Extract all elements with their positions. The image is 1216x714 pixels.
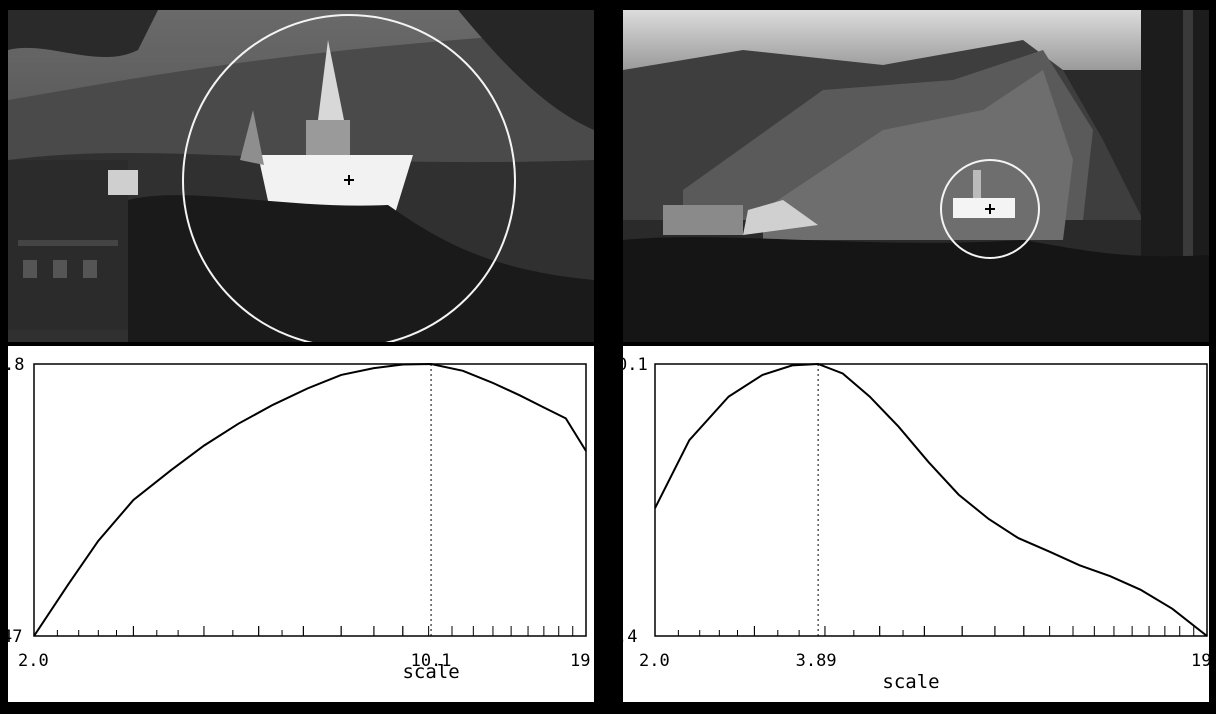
plot-frame (33, 363, 587, 637)
x-tick-label: 2.0 (639, 651, 670, 671)
right-scale-chart: 0.1 .42.0 3.89 19 scale (623, 355, 1209, 693)
y-max-label: .8 (8, 355, 24, 375)
x-tick-label: 3.89 (796, 651, 837, 671)
right-photo (623, 10, 1209, 342)
crosshair-icon (985, 204, 995, 214)
crosshair-icon (344, 175, 354, 185)
church-landscape-photo (8, 10, 594, 342)
left-scale-chart: .8 47 2.0 10.1 19. scale (8, 355, 594, 683)
series-line (654, 362, 1208, 637)
x-tick-label: 19. (570, 651, 594, 671)
plot-frame (654, 363, 1208, 637)
y-max-label: 0.1 (623, 355, 648, 375)
x-axis-label: scale (882, 671, 939, 693)
scale-circle (940, 159, 1040, 259)
y-min-label: 47 (8, 627, 22, 647)
left-photo (8, 10, 594, 342)
x-tick-label: 10.1 (411, 651, 452, 671)
right-chart-panel: 0.1 .42.0 3.89 19 scale (623, 346, 1209, 702)
left-chart-panel: .8 47 2.0 10.1 19. scale (8, 346, 594, 702)
series-line (33, 362, 587, 637)
y-min-label: .4 (623, 627, 637, 647)
scale-circle (182, 14, 516, 342)
x-axis-label: scale (402, 661, 459, 683)
mountain-landscape-photo (623, 10, 1209, 342)
x-tick-label: 2.0 (18, 651, 49, 671)
x-tick-label: 19 (1191, 651, 1209, 671)
